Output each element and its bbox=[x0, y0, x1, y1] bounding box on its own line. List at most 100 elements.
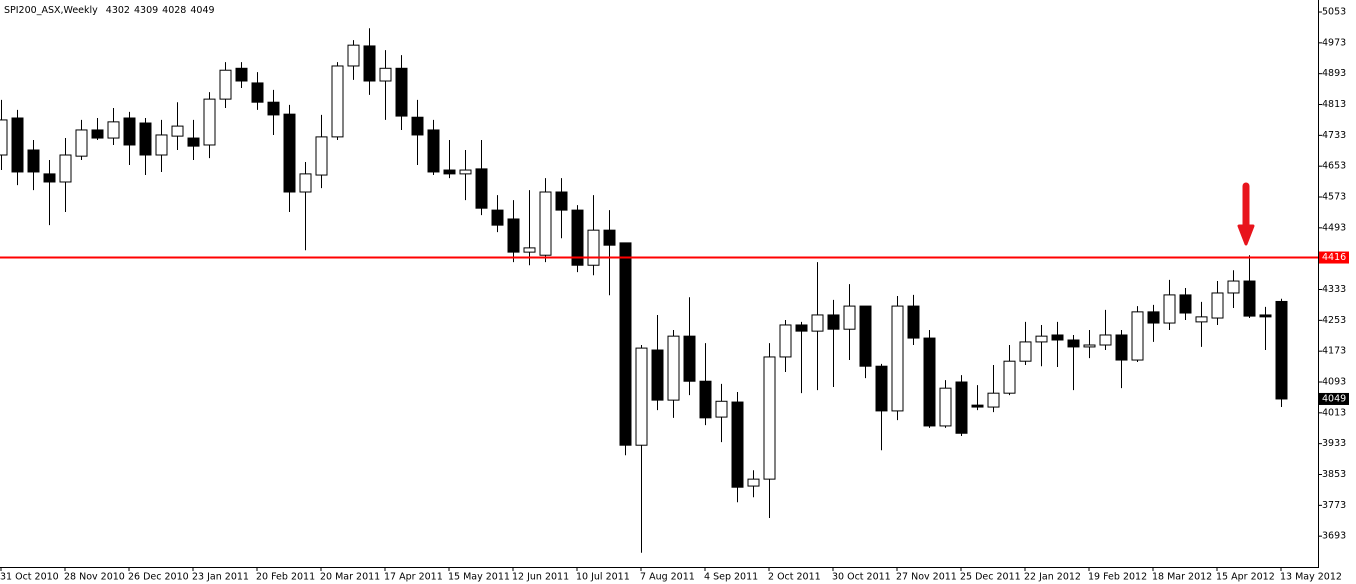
candle-body bbox=[747, 478, 760, 487]
candle-body bbox=[571, 209, 584, 266]
candle-body bbox=[43, 173, 56, 183]
x-tick-label: 17 Apr 2011 bbox=[384, 572, 443, 583]
candle-body bbox=[251, 82, 264, 103]
y-tick-label: 3853 bbox=[1322, 469, 1346, 480]
x-tick-label: 22 Jan 2012 bbox=[1024, 572, 1081, 583]
candle-body bbox=[1003, 360, 1016, 394]
level-label-bg bbox=[1319, 251, 1349, 264]
x-tick-label: 20 Mar 2011 bbox=[320, 572, 380, 583]
candle-body bbox=[1195, 316, 1208, 323]
x-tick-label: 2 Oct 2011 bbox=[768, 572, 821, 583]
level-label: 4416 bbox=[1322, 252, 1346, 263]
candle-body bbox=[683, 335, 696, 382]
y-tick-label: 4653 bbox=[1322, 161, 1346, 172]
candle-body bbox=[11, 117, 24, 173]
candle-body bbox=[299, 173, 312, 193]
x-tick-label: 12 Jun 2011 bbox=[512, 572, 569, 583]
y-tick-label: 4573 bbox=[1322, 192, 1346, 203]
ohlc-close: 4049 bbox=[190, 5, 214, 16]
x-tick-label: 18 Mar 2012 bbox=[1152, 572, 1212, 583]
candle-body bbox=[507, 218, 520, 253]
candle-body bbox=[155, 134, 168, 156]
x-tick-label: 19 Feb 2012 bbox=[1088, 572, 1147, 583]
candle-body bbox=[395, 67, 408, 117]
candle-body bbox=[827, 314, 840, 330]
y-tick-label: 4893 bbox=[1322, 68, 1346, 79]
price-label: 4049 bbox=[1322, 393, 1346, 404]
candle-body bbox=[1019, 341, 1032, 362]
x-tick-label: 25 Dec 2011 bbox=[960, 572, 1021, 583]
candle-body bbox=[603, 229, 616, 246]
x-tick-label: 10 Jul 2011 bbox=[576, 572, 630, 583]
candle-body bbox=[1035, 335, 1048, 343]
candle-body bbox=[779, 324, 792, 358]
y-tick-label: 3933 bbox=[1322, 438, 1346, 449]
y-tick-label: 4493 bbox=[1322, 222, 1346, 233]
candle-body bbox=[1211, 292, 1224, 319]
candle-body bbox=[1099, 334, 1112, 346]
y-tick-label: 4973 bbox=[1322, 37, 1346, 48]
candle-body bbox=[971, 404, 984, 408]
candle-body bbox=[107, 121, 120, 139]
candle-body bbox=[1243, 280, 1256, 317]
candle-body bbox=[411, 116, 424, 136]
candle-body bbox=[555, 191, 568, 211]
candle-body bbox=[27, 149, 40, 173]
y-tick-label: 4333 bbox=[1322, 284, 1346, 295]
candle-body bbox=[891, 305, 904, 412]
candle-body bbox=[1131, 311, 1144, 361]
x-tick-label: 30 Oct 2011 bbox=[832, 572, 891, 583]
candle-body bbox=[0, 119, 8, 156]
candle-body bbox=[187, 137, 200, 147]
candle-body bbox=[347, 44, 360, 67]
x-tick-label: 15 May 2011 bbox=[448, 572, 510, 583]
chart-header: SPI200_ASX,Weekly 4302 4309 4028 4049 bbox=[4, 5, 215, 16]
price-label-bg bbox=[1319, 392, 1349, 405]
x-tick-label: 31 Oct 2010 bbox=[0, 572, 59, 583]
candle-body bbox=[1067, 339, 1080, 348]
x-tick-label: 15 Apr 2012 bbox=[1216, 572, 1275, 583]
y-tick-label: 4253 bbox=[1322, 315, 1346, 326]
y-tick-label: 4173 bbox=[1322, 346, 1346, 357]
x-tick-label: 7 Aug 2011 bbox=[640, 572, 695, 583]
x-tick-label: 20 Feb 2011 bbox=[256, 572, 315, 583]
x-tick-label: 4 Sep 2011 bbox=[704, 572, 758, 583]
candle-body bbox=[123, 117, 136, 146]
x-tick-label: 28 Nov 2010 bbox=[64, 572, 125, 583]
ohlc-high: 4309 bbox=[134, 5, 158, 16]
x-tick-label: 26 Dec 2010 bbox=[128, 572, 189, 583]
candle-body bbox=[795, 324, 808, 332]
chart-title: SPI200_ASX,Weekly bbox=[4, 5, 98, 16]
candle-body bbox=[1163, 294, 1176, 324]
candle-body bbox=[843, 305, 856, 330]
candle-body bbox=[427, 129, 440, 173]
candle-body bbox=[1179, 294, 1192, 314]
candle-body bbox=[1227, 280, 1240, 294]
candle-body bbox=[763, 356, 776, 480]
y-tick-label: 4013 bbox=[1322, 407, 1346, 418]
y-tick-label: 4733 bbox=[1322, 130, 1346, 141]
candle-body bbox=[907, 305, 920, 339]
candle-body bbox=[811, 314, 824, 332]
y-tick-label: 4093 bbox=[1322, 377, 1346, 388]
candle-body bbox=[619, 242, 632, 446]
candle-body bbox=[987, 392, 1000, 408]
candle-body bbox=[1083, 344, 1096, 348]
candle-body bbox=[139, 122, 152, 156]
candle-body bbox=[875, 365, 888, 412]
candle-body bbox=[59, 154, 72, 183]
candle-body bbox=[91, 129, 104, 139]
candle-body bbox=[283, 113, 296, 193]
candle-body bbox=[1275, 300, 1288, 400]
candle-body bbox=[635, 347, 648, 446]
candle-body bbox=[667, 335, 680, 401]
ohlc-low: 4028 bbox=[162, 5, 186, 16]
candle-body bbox=[923, 337, 936, 427]
candle-body bbox=[267, 101, 280, 116]
candle-body bbox=[235, 67, 248, 82]
y-tick-label: 5053 bbox=[1322, 7, 1346, 18]
candle-body bbox=[859, 305, 872, 367]
candle-body bbox=[1115, 334, 1128, 361]
candle-body bbox=[1147, 311, 1160, 324]
